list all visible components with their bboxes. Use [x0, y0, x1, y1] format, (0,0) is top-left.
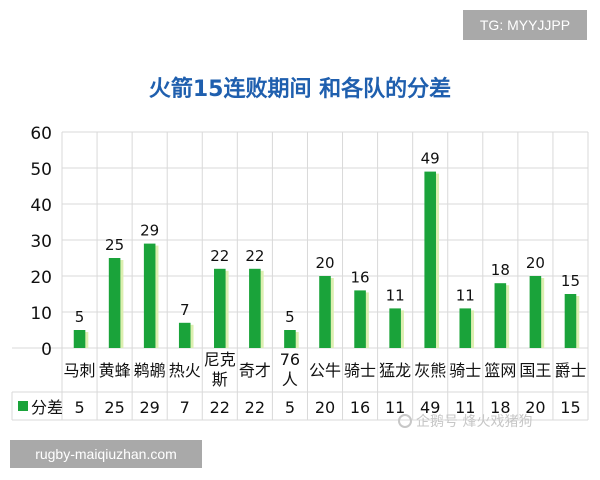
- table-value: 15: [560, 398, 580, 417]
- bar-value-label: 29: [140, 222, 159, 240]
- category-label: 爵士: [554, 361, 586, 380]
- category-label: 热火: [169, 361, 201, 380]
- bar: [494, 283, 507, 348]
- bar-value-label: 22: [245, 247, 264, 265]
- table-value: 5: [285, 398, 295, 417]
- legend-swatch: [18, 401, 28, 411]
- bar-chart: 火箭15连败期间 和各队的分差 5 25 29 7 22 22 5 20 16 11 49 11 18 2…: [11, 76, 589, 421]
- category-label: 篮网: [484, 361, 516, 380]
- bar: [178, 322, 191, 348]
- bar-value-label: 22: [210, 247, 229, 265]
- bars: [73, 171, 580, 348]
- table-value: 25: [104, 398, 124, 417]
- table-value: 11: [385, 398, 405, 417]
- bar: [564, 294, 577, 348]
- table-value: 7: [180, 398, 190, 417]
- table-value: 20: [315, 398, 335, 417]
- category-label: 灰熊: [414, 361, 446, 380]
- bar: [354, 290, 366, 348]
- bar: [143, 243, 156, 348]
- bar: [73, 330, 86, 348]
- bar-value-label: 49: [421, 150, 440, 168]
- url-watermark: rugby-maiqiuzhan.com: [10, 440, 202, 468]
- y-tick-label: 20: [30, 268, 52, 288]
- y-axis-ticks: 0 10 20 30 40 50 60: [30, 124, 52, 360]
- table-value: 11: [455, 398, 475, 417]
- bar-value-label: 20: [526, 254, 545, 272]
- category-label: 猛龙: [379, 361, 411, 380]
- y-tick-label: 60: [30, 124, 52, 144]
- bar-value-label: 16: [351, 268, 370, 286]
- category-label: 斯: [212, 370, 228, 389]
- data-labels: 5 25 29 7 22 22 5 20 16 11 49 11 18 20 15: [75, 150, 580, 326]
- bar-value-label: 15: [561, 272, 580, 290]
- bar: [284, 330, 296, 348]
- category-label: 奇才: [239, 361, 271, 380]
- table-value: 5: [74, 398, 84, 417]
- table-value: 18: [490, 398, 510, 417]
- bar-value-label: 7: [180, 301, 190, 319]
- category-label: 黄蜂: [99, 361, 131, 380]
- bar: [389, 308, 401, 348]
- table-value: 22: [245, 398, 265, 417]
- y-tick-label: 0: [41, 340, 52, 360]
- bar-value-label: 11: [386, 286, 405, 304]
- bar-value-label: 11: [456, 286, 475, 304]
- bar: [424, 171, 436, 348]
- table-value: 22: [210, 398, 230, 417]
- tg-watermark: TG: MYYJJPP: [463, 10, 587, 40]
- bar-value-label: 5: [285, 308, 295, 326]
- bar-value-label: 25: [105, 236, 124, 254]
- category-label: 公牛: [309, 361, 341, 380]
- table-value: 29: [139, 398, 159, 417]
- category-label: 国王: [519, 361, 551, 380]
- bar: [108, 258, 121, 348]
- category-label: 人: [282, 370, 298, 389]
- category-label: 骑士: [449, 361, 481, 380]
- legend-series-name: 分差: [31, 398, 63, 417]
- penguin-icon: [398, 414, 412, 428]
- bar: [459, 308, 472, 348]
- category-label: 76: [280, 350, 300, 369]
- table-value: 20: [525, 398, 545, 417]
- category-label: 鹈鹕: [134, 361, 166, 380]
- bar: [529, 276, 542, 348]
- bar: [249, 268, 261, 348]
- chart-title: 火箭15连败期间 和各队的分差: [149, 76, 451, 102]
- credit-watermark: 企鹅号 烽火戏猪狗: [398, 411, 532, 431]
- bar-value-label: 5: [75, 308, 85, 326]
- category-label: 骑士: [344, 361, 376, 380]
- category-label: 尼克: [204, 350, 236, 369]
- y-tick-label: 40: [30, 196, 52, 216]
- bar: [214, 268, 226, 348]
- data-table: 马刺 5 黄蜂 25 鹈鹕 29 热火 7 尼克斯 22 奇才 22 76人 5 公牛 20 骑士 16 猛龙 11 灰…: [18, 350, 586, 417]
- y-tick-label: 10: [30, 304, 52, 324]
- y-tick-label: 30: [30, 232, 52, 252]
- bar-value-label: 20: [315, 254, 334, 272]
- credit-text: 企鹅号 烽火戏猪狗: [416, 414, 533, 430]
- y-tick-label: 50: [30, 160, 52, 180]
- bar: [319, 276, 331, 348]
- bar-value-label: 18: [491, 261, 510, 279]
- table-value: 49: [420, 398, 440, 417]
- category-label: 马刺: [64, 361, 96, 380]
- table-value: 16: [350, 398, 370, 417]
